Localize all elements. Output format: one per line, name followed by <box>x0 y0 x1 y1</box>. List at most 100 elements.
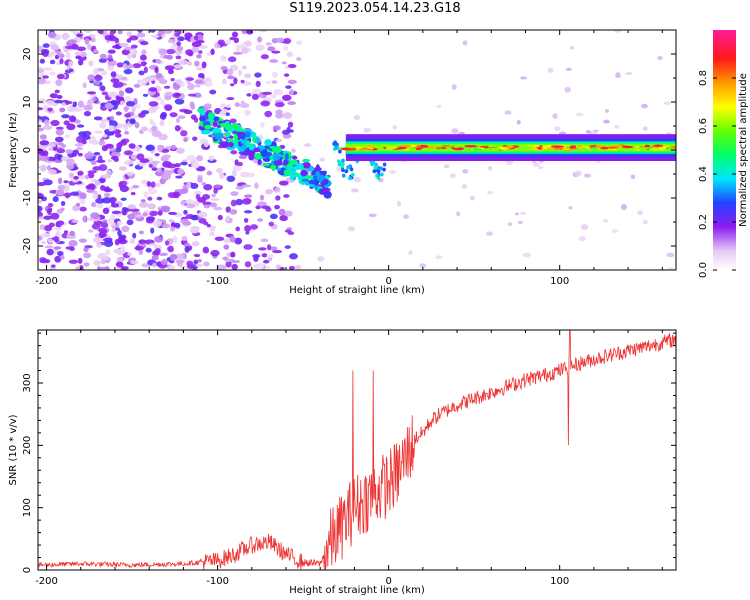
spectrogram-cell <box>487 190 493 195</box>
spectrogram-cell <box>151 254 159 261</box>
x-tick-label: 100 <box>550 576 569 587</box>
spectrogram-cell <box>172 235 178 242</box>
spectrogram-cell <box>46 99 55 106</box>
spectrogram-cell <box>39 134 47 140</box>
spectrogram-cell <box>50 212 60 220</box>
spectrogram-cell <box>116 213 122 217</box>
spectrogram-cell <box>157 167 162 173</box>
spectrogram-cell <box>191 215 199 220</box>
spectrogram-cell <box>168 265 176 270</box>
spectrogram-cell <box>124 113 132 118</box>
spectrogram-cell <box>93 68 99 75</box>
spectrogram-cell <box>190 114 197 120</box>
spectrogram-cell <box>273 159 283 166</box>
spectrogram-cell <box>132 232 137 239</box>
spectrogram-cell <box>197 197 207 203</box>
spectrogram-cell <box>68 239 78 247</box>
spectrogram-cell <box>286 51 294 58</box>
spectrogram-cell <box>239 134 246 140</box>
spectrogram-cell <box>313 175 318 181</box>
spectrogram-cell <box>193 35 199 41</box>
spectrogram-cell <box>189 101 195 108</box>
spectrogram-cell <box>59 107 66 113</box>
spectrogram-cell <box>175 117 180 124</box>
spectrogram-cell <box>193 92 202 98</box>
spectrogram-cell <box>52 196 59 203</box>
spectrogram-cell <box>163 55 171 59</box>
spectrogram-cell <box>663 101 672 105</box>
spectrogram-cell <box>255 205 261 210</box>
spectrogram-cell <box>211 193 216 198</box>
spectrogram-cell <box>227 142 234 148</box>
spectrogram-cell <box>213 184 221 189</box>
spectrogram-cell <box>172 191 180 199</box>
spectrogram-cell <box>101 145 108 152</box>
snr-panel: -200 -100 0 100 0 100 200 300 Height of straig… <box>8 329 677 596</box>
spectrogram-cell <box>134 121 140 129</box>
spectrogram-cell <box>64 45 75 50</box>
spectrogram-cell <box>40 240 47 245</box>
spectrogram-cell <box>235 186 244 190</box>
spectrogram-cell <box>634 147 649 150</box>
spectrogram-cell <box>116 220 123 226</box>
spectrogram-cell <box>161 154 172 159</box>
spectrogram-cell <box>578 235 586 242</box>
spectrogram-cell <box>241 198 252 205</box>
spectrogram-cell <box>349 167 354 172</box>
spectrogram-cell <box>83 30 93 34</box>
spectrogram-cell <box>517 220 523 225</box>
spectrogram-cell <box>151 160 160 165</box>
snr-series-line <box>38 330 676 570</box>
spectrogram-cell <box>93 116 103 121</box>
spectrogram-cell <box>255 44 265 52</box>
spectrogram-cell <box>256 262 265 270</box>
spectrogram-cell <box>344 169 348 174</box>
spectrogram-cell <box>183 109 193 115</box>
spectrogram-cell <box>68 172 75 179</box>
spectrogram-cell <box>230 150 238 155</box>
spectrogram-cell <box>271 50 281 54</box>
spectrogram-cell <box>65 51 71 59</box>
spectrogram-cell <box>143 191 149 198</box>
spectrogram-cell <box>194 190 202 196</box>
spectrogram-cell <box>91 223 101 230</box>
spectrogram-cell <box>477 146 482 149</box>
spectrogram-cell <box>341 158 345 163</box>
spectrogram-cell <box>319 157 326 162</box>
spectrogram-cell <box>141 49 147 55</box>
spectrogram-cell <box>158 48 168 55</box>
spectrogram-cell <box>117 30 123 35</box>
spectrogram-cell <box>57 250 64 257</box>
spectrogram-cell <box>68 259 79 264</box>
spectrogram-cell <box>42 150 49 158</box>
spectrogram-cell <box>667 267 675 270</box>
spectrogram-cell <box>209 89 217 95</box>
spectrogram-cell <box>363 127 371 133</box>
spectrogram-cell <box>49 266 57 270</box>
spectrogram-cell <box>241 184 252 188</box>
spectrogram-cell <box>283 194 290 198</box>
spectrogram-cell <box>160 259 168 266</box>
spectrogram-cell <box>169 253 178 261</box>
spectrogram-cell <box>191 45 200 53</box>
spectrogram-cell <box>98 58 107 63</box>
spectrogram-cell <box>79 192 87 199</box>
spectrogram-cell <box>470 195 475 201</box>
spectrogram-cell <box>657 55 663 61</box>
spectrogram-cell <box>188 93 197 97</box>
spectrogram-cell <box>547 68 554 73</box>
spectrogram-cell <box>257 158 262 165</box>
spectrogram-cell <box>57 184 65 190</box>
spectrogram-cell <box>124 64 135 69</box>
spectrogram-cell <box>151 122 157 126</box>
spectrogram-cell <box>138 239 147 244</box>
spectrogram-cell <box>220 55 227 62</box>
page-title: S119.2023.054.14.23.G18 <box>289 1 461 16</box>
snr-x-label: Height of straight line (km) <box>289 585 425 596</box>
snr-frame <box>37 329 677 571</box>
spectrogram-cell <box>180 161 188 166</box>
spectrogram-cell <box>121 225 130 233</box>
spectrogram-cell <box>54 238 60 243</box>
spectrogram-cell <box>72 149 80 155</box>
